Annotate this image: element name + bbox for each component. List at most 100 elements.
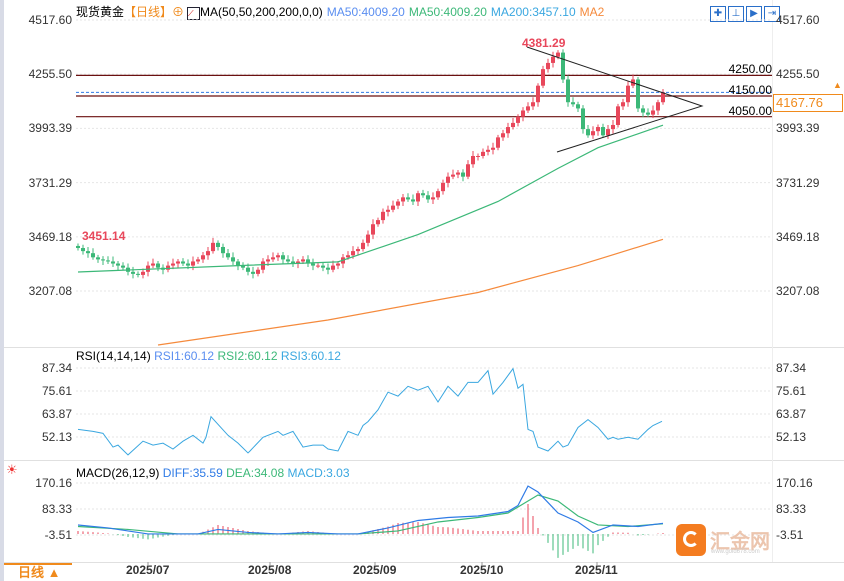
candle-body [156, 263, 160, 268]
chart-toolbar: ✚ ⊥ ▶ ⇥ [708, 3, 780, 22]
period-label[interactable]: 【日线】 [124, 5, 173, 19]
candle-body [151, 263, 155, 266]
candle-body [436, 191, 440, 198]
settings-icon[interactable]: ⊕ [172, 5, 185, 19]
candle-body [386, 209, 390, 212]
ma200-line [157, 238, 664, 346]
price-tick-left: 4517.60 [28, 13, 72, 27]
candle-body [601, 127, 605, 136]
candle-body [476, 155, 480, 157]
candle-body [466, 164, 470, 177]
period-button[interactable]: 日线 ▲ [4, 563, 72, 581]
candle-body [441, 182, 445, 192]
macd-tick-left: 170.16 [35, 476, 72, 490]
candle-body [531, 102, 535, 107]
candle-body [181, 261, 185, 264]
candle-body [451, 174, 455, 177]
candle-body [481, 151, 485, 156]
candle-body [166, 265, 170, 270]
candle-body [116, 263, 120, 266]
candle-body [326, 267, 330, 270]
rsi3-value: RSI3:60.12 [280, 349, 341, 363]
macd-legend: MACD(26,12,9) DIFF:35.59 DEA:34.08 MACD:… [76, 466, 350, 480]
candle-body [361, 242, 365, 250]
candle-body [276, 255, 280, 258]
candle-body [191, 261, 195, 266]
price-tick-left: 3731.29 [28, 175, 72, 190]
candle-body [196, 259, 200, 262]
macd-indicator-icon[interactable]: ☀ [6, 462, 18, 477]
macd-tick-left: -3.51 [44, 528, 72, 542]
candle-body [586, 129, 590, 136]
x-tick-label: 2025/10 [460, 563, 504, 577]
macd-tick-right: -3.51 [776, 528, 804, 542]
candle-body [641, 108, 645, 113]
candle-body [121, 265, 125, 268]
candle-body [406, 197, 410, 200]
candle-body [611, 124, 615, 130]
candle-body [221, 246, 225, 254]
candle-body [281, 255, 285, 260]
candle-body [526, 106, 530, 111]
candle-body [366, 234, 370, 243]
ma-label: MA(50,50,200,200,0,0) [200, 5, 323, 19]
candle-body [316, 265, 320, 267]
symbol-name: 现货黄金 [76, 5, 125, 19]
candle-body [576, 104, 580, 109]
x-tick-label: 2025/11 [575, 563, 618, 577]
price-arrow-icon: ▲ [833, 80, 842, 90]
price-tick-left: 3469.18 [28, 229, 72, 244]
right-axis-line [772, 0, 773, 562]
candle-body [356, 249, 360, 252]
candle-body [496, 137, 500, 148]
candle-body [546, 62, 550, 70]
candle-body [506, 127, 510, 134]
candle-body [651, 110, 655, 115]
candle-body [376, 220, 380, 225]
candle-body [91, 253, 95, 258]
candle-body [636, 79, 640, 109]
candle-body [266, 259, 270, 262]
zoom-range-icon[interactable]: ⊥ [728, 6, 744, 22]
x-tick-label: 2025/09 [353, 563, 397, 577]
candle-body [96, 257, 100, 260]
candle-body [416, 193, 420, 202]
candle-body [581, 108, 585, 130]
candle-body [471, 155, 475, 165]
macd-tick-right: 83.33 [776, 502, 807, 516]
price-tick-right: 3469.18 [776, 229, 820, 244]
play-icon[interactable]: ▶ [746, 6, 762, 22]
rsi-legend: RSI(14,14,14) RSI1:60.12 RSI2:60.12 RSI3… [76, 349, 341, 363]
dea-value: DEA:34.08 [226, 466, 285, 480]
candle-body [536, 85, 540, 103]
rsi-tick-right: 87.34 [776, 361, 807, 375]
macd-divider [0, 460, 844, 461]
dea-line [77, 494, 664, 535]
crosshair-icon[interactable]: ✚ [710, 6, 726, 22]
ma50-value-2: MA50:4009.20 [408, 5, 487, 19]
candle-body [201, 255, 205, 260]
candle-body [291, 261, 295, 264]
exit-icon[interactable]: ⇥ [764, 6, 780, 22]
rsi-tick-right: 63.87 [776, 407, 807, 421]
low-label: 3451.14 [82, 229, 126, 243]
logo-icon [676, 524, 706, 556]
ma200-value: MA200:3457.10 [490, 5, 576, 19]
level-4150-label: 4150.00 [728, 83, 772, 97]
candle-body [336, 263, 340, 266]
candle-body [301, 259, 305, 262]
candle-body [626, 85, 630, 103]
candle-body [101, 259, 105, 261]
candle-body [606, 129, 610, 136]
price-tick-left: 3993.39 [28, 121, 72, 136]
candle-body [516, 116, 520, 123]
candle-body [311, 263, 315, 266]
macd-tick-left: 83.33 [41, 502, 72, 516]
candle-body [381, 211, 385, 221]
candle-body [261, 261, 265, 270]
rsi-tick-right: 52.13 [776, 430, 807, 444]
rsi-tick-left: 75.61 [41, 383, 72, 398]
candle-body [176, 261, 180, 264]
candle-body [136, 273, 140, 275]
